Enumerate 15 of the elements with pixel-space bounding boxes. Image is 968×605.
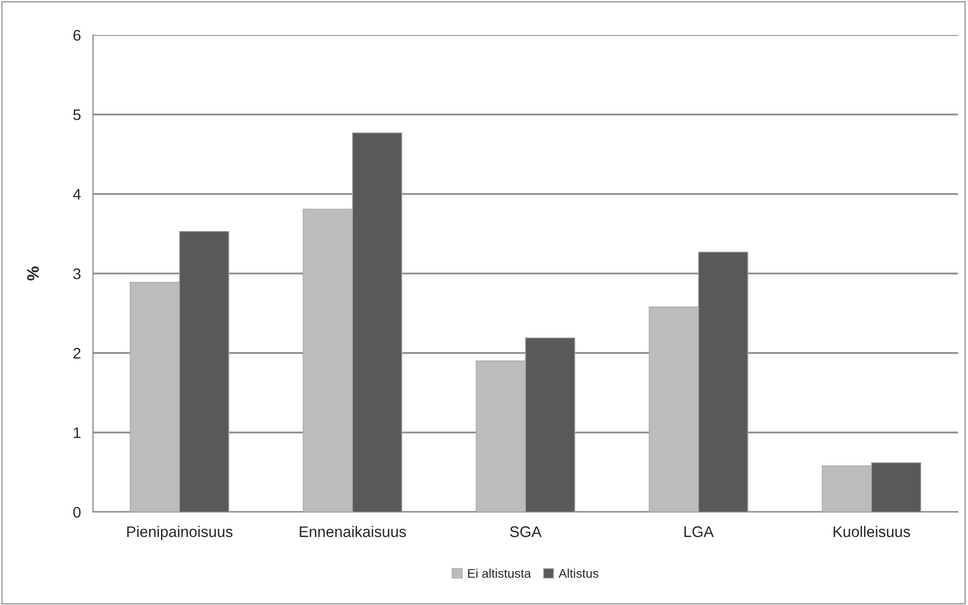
y-tick-label: 3 — [73, 268, 81, 280]
x-tick-label: SGA — [510, 526, 542, 538]
y-tick-label: 1 — [74, 428, 80, 438]
y-tick-label: 5 — [73, 110, 81, 120]
y-tick-label: 6 — [73, 30, 81, 41]
y-axis-title: % — [27, 266, 39, 280]
legend-label: Ei altistusta — [468, 568, 532, 578]
y-tick-label: 4 — [73, 189, 81, 200]
y-tick-label: 0 — [73, 506, 81, 518]
x-tick-label: Ennenaikaisuus — [300, 526, 406, 538]
x-tick-label: Pienipainoisuus — [127, 526, 232, 540]
y-tick-label: 2 — [73, 348, 80, 359]
x-tick-label: LGA — [684, 526, 714, 538]
legend-label: Altistus — [558, 568, 598, 578]
x-tick-label: Kuolleisuus — [834, 526, 910, 538]
